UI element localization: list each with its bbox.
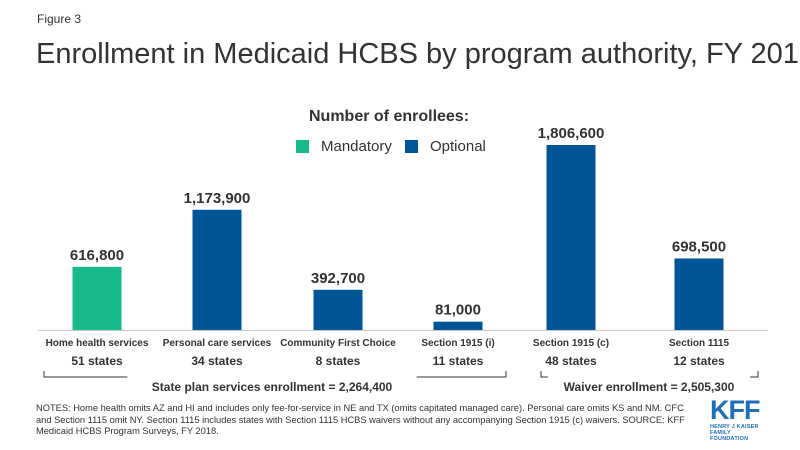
bar [433, 321, 483, 330]
bar-value-label: 1,173,900 [184, 190, 251, 207]
states-label: 8 states [316, 354, 361, 368]
bar [546, 145, 596, 330]
bar [72, 266, 122, 330]
bar [674, 258, 724, 330]
logo-line-2: FAMILY FOUNDATION [710, 430, 749, 442]
group-label: Waiver enrollment = 2,505,300 [564, 380, 735, 394]
group-label-background [547, 375, 751, 381]
states-label: 48 states [545, 354, 597, 368]
category-label: Section 1915 (i) [421, 338, 494, 349]
notes-text: NOTES: Home health omits AZ and HI and i… [36, 403, 685, 437]
bar [192, 209, 242, 330]
category-label: Section 1115 [669, 338, 729, 349]
bar-value-label: 1,806,600 [538, 125, 605, 142]
group-label-background [127, 375, 417, 381]
bar-value-label: 392,700 [311, 270, 365, 287]
group-label: State plan services enrollment = 2,264,4… [152, 380, 393, 394]
states-label: 34 states [191, 354, 243, 368]
states-label: 51 states [71, 354, 123, 368]
chart-title: Enrollment in Medicaid HCBS by program a… [36, 38, 800, 70]
bar-value-label: 698,500 [672, 238, 726, 255]
states-label: 11 states [433, 354, 484, 368]
kff-logo: KFF HENRY J KAISER FAMILY FOUNDATION [710, 395, 770, 443]
category-label: Home health services [46, 338, 149, 349]
category-label: Personal care services [163, 338, 272, 349]
legend-item-mandatory: Mandatory [296, 138, 392, 155]
category-label: Community First Choice [280, 338, 396, 349]
legend-swatch-mandatory [296, 140, 309, 153]
bar-value-label: 81,000 [435, 302, 481, 319]
logo-line-1: HENRY J KAISER [710, 424, 759, 430]
figure-label: Figure 3 [37, 12, 82, 26]
legend-item-optional: Optional [405, 138, 486, 155]
legend-label-optional: Optional [430, 138, 486, 155]
states-label: 12 states [673, 354, 725, 368]
logo-mark: KFF [710, 395, 760, 425]
bar-chart: 616,800 Home health services 51 states 1,17… [38, 125, 768, 394]
bar-value-label: 616,800 [70, 247, 124, 264]
legend-title: Number of enrollees: [309, 108, 470, 125]
category-label: Section 1915 (c) [533, 338, 609, 349]
legend-swatch-optional [405, 140, 418, 153]
legend-label-mandatory: Mandatory [321, 138, 392, 155]
bar [313, 289, 363, 330]
